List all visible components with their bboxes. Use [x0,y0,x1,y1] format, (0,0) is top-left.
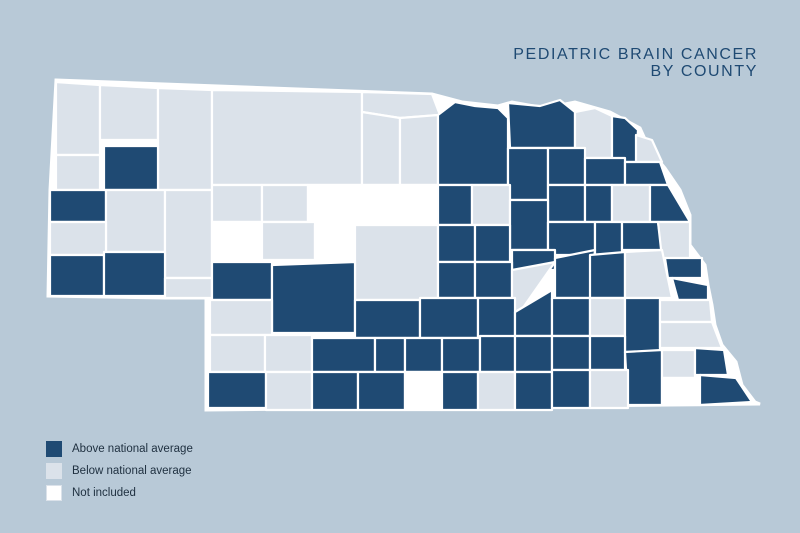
county-below-21 [163,188,214,280]
county-above-11 [610,114,640,164]
county-above-73 [478,334,517,374]
county-below-68 [263,333,314,374]
county-above-80 [206,370,268,410]
county-below-65 [658,298,714,324]
county-above-70 [373,336,407,374]
county-layer [48,80,754,412]
county-above-18 [623,160,670,187]
legend-item-not-included: Not included [46,482,193,504]
map-title: PEDIATRIC BRAIN CANCER BY COUNTY [513,46,758,80]
county-above-19 [48,188,108,224]
county-below-32 [48,220,108,257]
county-below-29 [610,183,652,224]
county-below-26 [470,183,512,227]
county-below-7 [398,113,440,187]
county-above-88 [550,368,592,410]
county-above-55 [663,256,704,280]
county-below-46 [163,276,214,300]
county-below-20 [104,188,167,254]
county-not-included-84 [403,370,444,412]
title-line-1: PEDIATRIC BRAIN CANCER [513,46,758,63]
county-below-89 [588,368,630,410]
county-above-82 [310,370,360,412]
county-above-28 [583,183,614,224]
legend-item-below: Below national average [46,460,193,482]
county-above-74 [513,334,554,374]
legend-label-not-included: Not included [72,487,136,499]
county-above-62 [550,296,592,338]
county-below-63 [588,296,627,338]
county-below-23 [260,183,310,224]
legend-label-above: Above national average [72,443,193,455]
legend-label-below: Below national average [72,465,192,477]
county-above-31 [508,198,550,252]
county-below-67 [208,333,267,374]
legend: Above national average Below national av… [46,438,193,504]
county-above-75 [550,334,592,372]
county-below-36 [353,223,440,302]
county-above-16 [546,146,587,187]
county-above-9 [506,98,577,150]
county-above-27 [546,183,587,224]
county-above-14 [102,144,160,192]
county-below-54 [623,248,674,300]
county-above-91 [698,373,754,407]
county-not-included-24 [306,183,440,227]
county-below-1 [54,80,102,157]
county-above-49 [436,260,477,300]
county-above-87 [513,370,554,412]
county-not-included-33 [210,220,264,262]
county-not-included-90 [660,376,702,407]
county-above-15 [506,146,550,202]
county-below-2 [98,83,160,142]
county-above-83 [356,370,407,412]
county-below-6 [360,110,402,187]
county-above-77 [623,348,664,407]
county-below-4 [210,88,364,187]
legend-swatch-not-included [46,485,62,501]
county-above-72 [440,336,482,374]
county-below-13 [54,153,102,192]
county-above-37 [436,223,477,264]
county-below-57 [208,298,274,337]
county-above-60 [476,296,517,340]
county-below-3 [156,86,214,192]
county-above-40 [593,220,624,257]
county-above-8 [436,100,510,187]
county-above-71 [403,336,444,374]
county-above-44 [48,253,106,298]
county-above-50 [473,260,514,300]
legend-item-above: Above national average [46,438,193,460]
legend-swatch-above [46,441,62,457]
county-above-47 [210,260,274,302]
county-above-48 [270,260,357,335]
county-above-25 [436,183,474,227]
county-below-22 [210,183,264,224]
county-above-76 [588,334,627,372]
county-below-12 [634,133,664,164]
county-above-59 [418,296,480,340]
county-above-85 [440,370,480,412]
county-below-81 [264,370,314,412]
county-above-38 [473,223,512,264]
county-below-66 [658,320,724,350]
legend-swatch-below [46,463,62,479]
county-above-69 [310,336,377,374]
county-below-34 [260,220,317,262]
county-below-78 [660,348,697,380]
county-above-53 [588,250,627,300]
county-above-45 [102,250,167,298]
county-above-79 [693,346,730,377]
county-above-58 [353,298,422,340]
county-above-17 [583,156,627,187]
title-line-2: BY COUNTY [650,63,758,80]
county-above-64 [623,296,662,354]
county-above-41 [620,220,664,252]
county-below-86 [476,370,517,412]
county-not-included-35 [313,223,357,264]
